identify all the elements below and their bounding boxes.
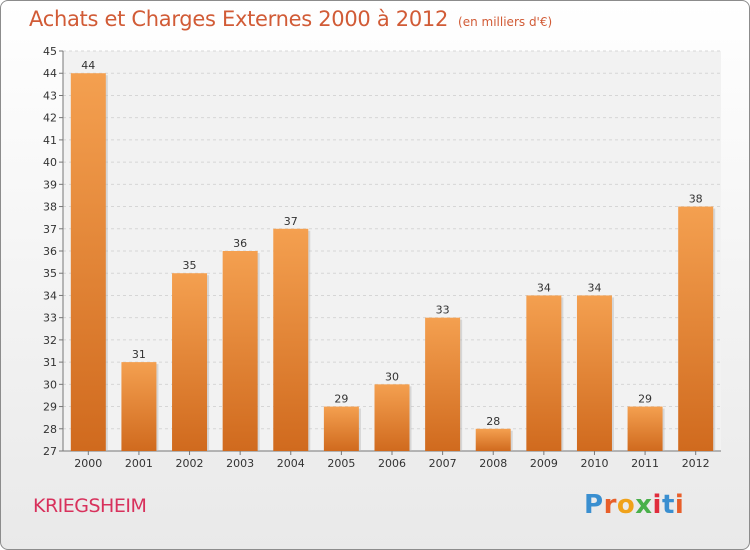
data-label: 37 [284,215,298,228]
x-tick-label: 2004 [277,457,305,470]
y-tick-label: 30 [43,378,57,391]
y-tick-label: 44 [43,67,57,80]
y-tick-label: 39 [43,178,57,191]
data-label: 31 [132,348,146,361]
chart-title: Achats et Charges Externes 2000 à 2012 [29,7,449,31]
bar [70,73,106,451]
y-tick-label: 45 [43,45,57,58]
x-tick-label: 2010 [580,457,608,470]
title-row: Achats et Charges Externes 2000 à 2012 (e… [29,7,552,31]
proxiti-logo[interactable]: Proxiti [584,490,684,520]
x-tick-label: 2009 [530,457,558,470]
bar [526,295,562,451]
bar-layer: 44 31 35 36 37 29 30 33 28 34 34 29 38 [70,59,716,451]
data-label: 34 [587,281,601,294]
data-label: 38 [689,193,703,206]
data-label: 44 [81,59,95,72]
y-tick-label: 37 [43,223,57,236]
logo-letter: t [661,490,675,520]
bar [475,428,511,451]
logo-letter: x [635,490,653,520]
x-tick-label: 2007 [429,457,457,470]
y-tick-label: 32 [43,334,57,347]
x-tick-label: 2012 [682,457,710,470]
y-tick-label: 29 [43,401,57,414]
bar [273,228,309,451]
bar [172,273,208,451]
chart-subtitle: (en milliers d'€) [458,15,553,29]
data-label: 30 [385,370,399,383]
data-label: 29 [638,393,652,406]
logo-letter: o [616,490,636,520]
y-tick-label: 42 [43,112,57,125]
bar [222,251,258,451]
y-tick-label: 36 [43,245,57,258]
y-tick-label: 31 [43,356,57,369]
data-label: 28 [486,415,500,428]
bar [374,384,410,451]
y-tick-label: 35 [43,267,57,280]
logo-letter: P [584,490,604,520]
y-tick-label: 27 [43,445,57,458]
x-tick-label: 2006 [378,457,406,470]
x-tick-label: 2000 [74,457,102,470]
bar [576,295,612,451]
x-tick-label: 2011 [631,457,659,470]
y-tick-label: 41 [43,134,57,147]
bar [678,206,714,451]
x-tick-label: 2001 [125,457,153,470]
x-tick-label: 2002 [176,457,204,470]
x-tick-label: 2008 [479,457,507,470]
y-tick-label: 43 [43,89,57,102]
y-tick-label: 28 [43,423,57,436]
data-label: 35 [183,259,197,272]
bar [323,406,359,451]
bar [425,317,461,451]
bar [121,362,157,451]
logo-letter: r [603,490,617,520]
city-name: KRIEGSHEIM [33,495,147,517]
x-tick-label: 2005 [327,457,355,470]
logo-letter: i [674,490,685,520]
logo-letter: i [652,490,662,520]
y-tick-label: 34 [43,289,57,302]
y-tick-label: 33 [43,312,57,325]
data-label: 34 [537,281,551,294]
y-tick-label: 40 [43,156,57,169]
bar [627,406,663,451]
data-label: 29 [334,393,348,406]
data-label: 36 [233,237,247,250]
x-tick-label: 2003 [226,457,254,470]
y-tick-label: 38 [43,201,57,214]
data-label: 33 [436,304,450,317]
